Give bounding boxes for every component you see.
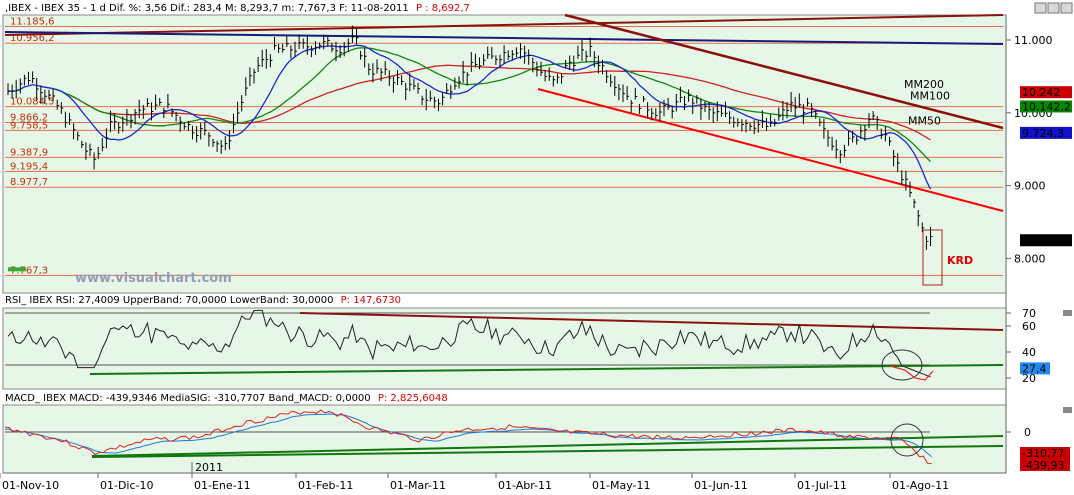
value-badge bbox=[1020, 126, 1072, 139]
rsi-line bbox=[7, 309, 931, 378]
value-badge bbox=[1020, 100, 1072, 113]
x-tick-label: 01-Dic-10 bbox=[100, 479, 154, 492]
x-tick-label: 01-Mar-11 bbox=[390, 479, 446, 492]
y-tick-label: 8.000 bbox=[1014, 252, 1046, 265]
macd-trend-line-1 bbox=[91, 435, 1004, 457]
level-label: 7.767,3 bbox=[10, 265, 48, 276]
value-badge-label: 10.242 bbox=[1022, 86, 1061, 99]
panel-indicator-icon bbox=[1063, 310, 1072, 316]
downtrend-line bbox=[564, 13, 1004, 130]
rsi-circle-highlight bbox=[881, 349, 923, 381]
krd-box bbox=[922, 229, 943, 286]
series-label-mm100: MM100 bbox=[910, 89, 950, 102]
macd-circle-highlight bbox=[890, 423, 924, 457]
x-tick-label: 01-Ene-11 bbox=[194, 479, 251, 492]
rsi-header: RSI_ IBEX RSI: 27,4009 UpperBand: 70,000… bbox=[5, 295, 401, 306]
series-label-mm50: MM50 bbox=[908, 115, 941, 128]
macd-line bbox=[4, 409, 932, 465]
level-label: 8.977,7 bbox=[10, 177, 48, 188]
value-badge-label: 10.142,2 bbox=[1022, 100, 1071, 113]
x-tick-label: 01-Jun-11 bbox=[694, 479, 748, 492]
rsi-y-tick-label: 40 bbox=[1022, 346, 1036, 359]
x-tick-label: 01-May-11 bbox=[592, 479, 650, 492]
level-label: 9.387,9 bbox=[10, 147, 48, 158]
rsi-recent-line bbox=[889, 365, 934, 381]
macd-value-badge bbox=[1020, 447, 1070, 459]
macd-header: MACD_ IBEX MACD: -439,9346 MediaSIG: -31… bbox=[5, 393, 448, 404]
price-header: ,IBEX - IBEX 35 - 1 d Dif. %: 3,56 Dif.:… bbox=[5, 3, 470, 14]
x-tick-label: 01-Nov-10 bbox=[2, 479, 59, 492]
x-tick-label: 01-Ago-11 bbox=[892, 479, 949, 492]
x-tick-label: 01-Abr-11 bbox=[498, 479, 552, 492]
macd-value-badge bbox=[1020, 459, 1070, 471]
resistance-trendline bbox=[4, 31, 1004, 45]
panel-indicator-icon bbox=[1063, 407, 1072, 413]
macd-value-badge-label: -439,93 bbox=[1022, 459, 1064, 472]
window-controls[interactable] bbox=[1034, 2, 1073, 14]
level-label: 9.195,4 bbox=[10, 161, 48, 172]
level-label: 10.084,5 bbox=[10, 97, 55, 108]
rsi-y-tick-label: 70 bbox=[1022, 307, 1036, 320]
x-tick-label: 01-Jul-11 bbox=[797, 479, 847, 492]
watermark: www.visualchart.com bbox=[75, 271, 232, 286]
x-tick-label: 01-Feb-11 bbox=[298, 479, 353, 492]
rsi-panel-bg bbox=[2, 307, 1007, 390]
value-badge bbox=[1020, 86, 1072, 99]
macd-signal-line bbox=[4, 413, 932, 458]
mm100-line bbox=[40, 47, 931, 162]
maximize-icon[interactable] bbox=[1047, 2, 1060, 14]
value-badge-label: 8.249,4 bbox=[1022, 234, 1064, 247]
y-tick-label: 11.000 bbox=[1014, 34, 1053, 47]
upper-trendline bbox=[4, 14, 1004, 36]
level-label: 9.866,2 bbox=[10, 113, 48, 124]
rsi-value-badge bbox=[1020, 362, 1050, 375]
channel-trendline bbox=[537, 88, 1004, 212]
year-label: 2011 bbox=[195, 461, 223, 474]
value-badge bbox=[1020, 234, 1072, 247]
krd-label: KRD bbox=[947, 254, 973, 267]
level-label: 11.185,6 bbox=[10, 16, 55, 27]
level-label: 9.758,5 bbox=[10, 120, 48, 131]
rsi-y-tick-label: 60 bbox=[1022, 320, 1036, 333]
macd-trend-line-2 bbox=[91, 445, 1004, 458]
rsi-support-line bbox=[89, 364, 1004, 375]
macd-value-badge-label: -310,77 bbox=[1022, 447, 1064, 460]
legend-swatch bbox=[8, 267, 26, 272]
series-label-mm200: MM200 bbox=[904, 78, 944, 91]
minimize-icon[interactable] bbox=[1034, 2, 1047, 14]
level-label: 10.956,2 bbox=[10, 33, 55, 44]
value-badge-label: 9.724,3 bbox=[1022, 127, 1064, 140]
rsi-y-tick-label: 20 bbox=[1022, 372, 1036, 385]
close-icon[interactable] bbox=[1060, 2, 1073, 14]
y-tick-label: 9.000 bbox=[1014, 180, 1046, 193]
rsi-resistance-line bbox=[299, 312, 1004, 331]
macd-y-tick-label: 0 bbox=[1024, 426, 1031, 439]
mm50-line bbox=[7, 44, 932, 190]
rsi-value-badge-label: 27,4 bbox=[1022, 362, 1047, 375]
